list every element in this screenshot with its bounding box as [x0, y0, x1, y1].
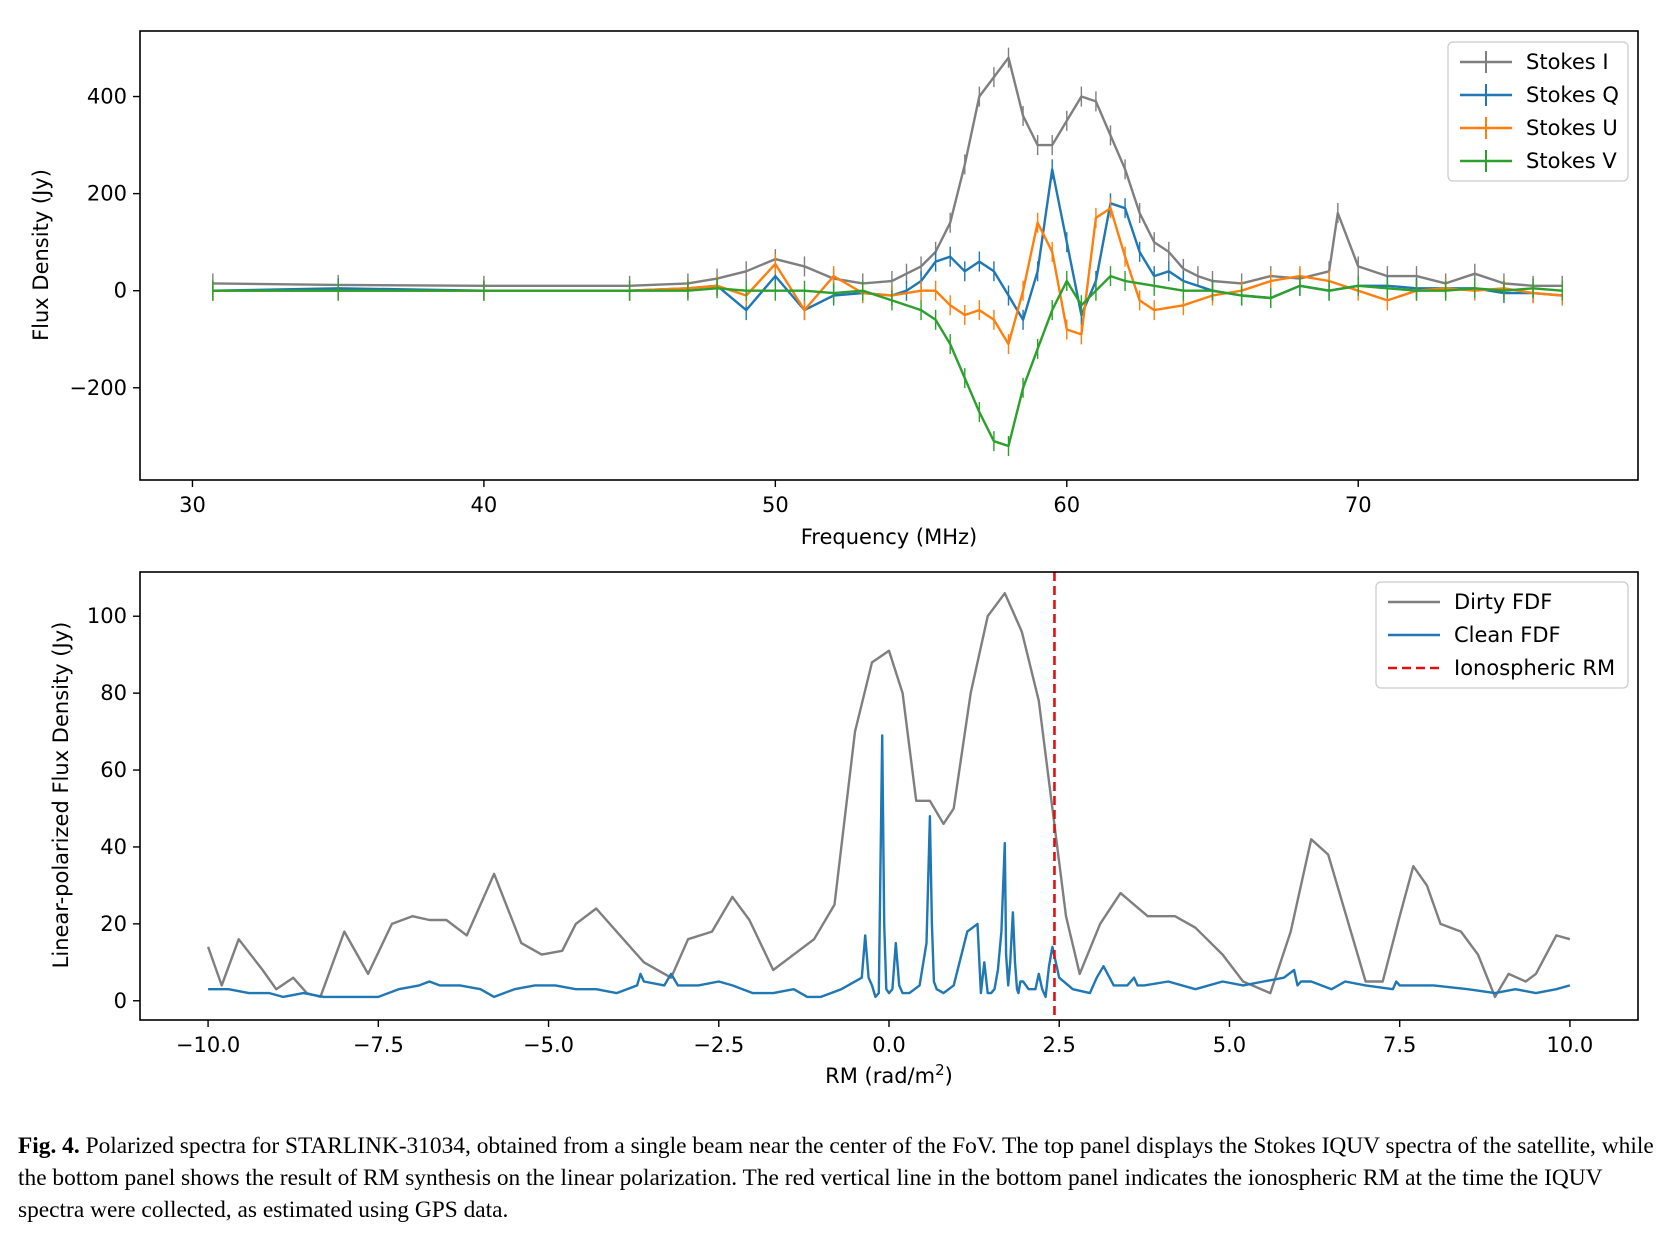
y-tick-label: 0 [114, 989, 127, 1013]
bottom-x-axis-label-end: ) [945, 1064, 953, 1088]
x-tick-label: −7.5 [353, 1033, 404, 1057]
x-tick-label: 50 [762, 493, 789, 517]
y-tick-label: 400 [87, 85, 127, 109]
top-axes-frame [139, 30, 1639, 481]
top-x-axis-label: Frequency (MHz) [801, 525, 977, 549]
legend-label: Stokes U [1526, 116, 1618, 140]
y-tick-label: 0 [114, 279, 127, 303]
top-y-axis-label: Flux Density (Jy) [29, 169, 53, 341]
caption-text: Polarized spectra for STARLINK-31034, ob… [18, 1133, 1654, 1223]
top-legend: Stokes I Stokes Q Stokes U Stokes V [1447, 41, 1629, 182]
y-tick-label: 60 [100, 758, 127, 782]
bottom-series-layer [206, 572, 1571, 1020]
x-tick-label: 10.0 [1547, 1033, 1594, 1057]
bottom-y-axis-label: Linear-polarized Flux Density (Jy) [49, 622, 73, 969]
bottom-legend: Dirty FDF Clean FDF Ionospheric RM [1375, 581, 1629, 689]
x-tick-label: 5.0 [1213, 1033, 1246, 1057]
x-tick-label: 7.5 [1383, 1033, 1416, 1057]
legend-frame [1447, 41, 1629, 182]
series-line-stokes-i [212, 56, 1563, 287]
y-tick-label: 200 [87, 182, 127, 206]
bottom-panel: −10.0 −7.5 −5.0 −2.5 0.0 2.5 5.0 7.5 10.0 0 20 40 60… [49, 571, 1639, 1088]
series-line-dirty-fdf [206, 592, 1571, 999]
x-tick-label: −5.0 [523, 1033, 574, 1057]
series-line-clean-fdf [208, 734, 1571, 999]
series-line-stokes-q [212, 168, 1563, 321]
x-tick-label: 2.5 [1043, 1033, 1076, 1057]
x-tick-label: 70 [1345, 493, 1372, 517]
legend-frame [1375, 581, 1629, 689]
legend-label: Dirty FDF [1454, 590, 1552, 614]
top-panel: 30 40 50 60 70 −200 0 200 400 Frequency (MHz) Fl… [29, 30, 1639, 549]
y-tick-label: 40 [100, 835, 127, 859]
x-tick-label: 30 [179, 493, 206, 517]
top-series-layer [212, 47, 1563, 457]
x-tick-label: 60 [1053, 493, 1080, 517]
y-tick-label: 80 [100, 681, 127, 705]
caption-label: Fig. 4. [18, 1133, 80, 1159]
x-tick-label: 40 [471, 493, 498, 517]
series-line-stokes-v [212, 274, 1563, 448]
legend-label: Stokes V [1526, 149, 1617, 173]
legend-label: Stokes Q [1526, 83, 1619, 107]
bottom-ticks-layer: −10.0 −7.5 −5.0 −2.5 0.0 2.5 5.0 7.5 10.0 0 20 40 60… [87, 604, 1593, 1057]
y-tick-label: 100 [87, 604, 127, 628]
bottom-x-axis-label-main: RM (rad/m [825, 1064, 935, 1088]
legend-label: Stokes I [1526, 50, 1609, 74]
figure-caption: Fig. 4. Polarized spectra for STARLINK-3… [18, 1130, 1658, 1226]
legend-label: Ionospheric RM [1454, 656, 1615, 680]
bottom-x-axis-label: RM (rad/m2) [825, 1061, 953, 1088]
y-tick-label: −200 [69, 376, 127, 400]
legend-label: Clean FDF [1454, 623, 1561, 647]
x-tick-label: −2.5 [693, 1033, 744, 1057]
x-tick-label: −10.0 [176, 1033, 240, 1057]
bottom-x-axis-label-sup: 2 [935, 1061, 945, 1079]
y-tick-label: 20 [100, 912, 127, 936]
top-ticks-layer: 30 40 50 60 70 −200 0 200 400 [69, 85, 1371, 517]
series-line-stokes-u [212, 206, 1563, 346]
x-tick-label: 0.0 [872, 1033, 905, 1057]
